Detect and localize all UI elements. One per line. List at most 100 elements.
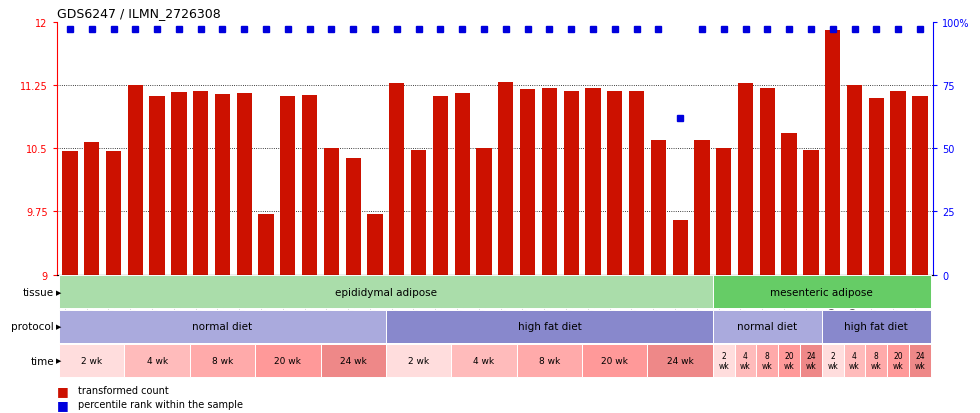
Bar bbox=[127, 86, 143, 275]
Bar bbox=[193, 92, 209, 275]
Text: percentile rank within the sample: percentile rank within the sample bbox=[78, 399, 243, 409]
Bar bbox=[781, 134, 797, 275]
Text: ■: ■ bbox=[57, 384, 69, 396]
Text: 2
wk: 2 wk bbox=[827, 351, 838, 370]
Bar bbox=[63, 152, 77, 275]
Bar bbox=[651, 140, 666, 275]
Bar bbox=[800, 344, 822, 377]
Text: 24 wk: 24 wk bbox=[666, 356, 694, 365]
Text: transformed count: transformed count bbox=[78, 385, 170, 395]
Bar bbox=[386, 310, 712, 343]
Bar bbox=[712, 344, 735, 377]
Bar bbox=[672, 221, 688, 275]
Text: time: time bbox=[30, 356, 54, 366]
Bar bbox=[498, 83, 514, 275]
Bar bbox=[868, 98, 884, 275]
Bar bbox=[825, 31, 840, 275]
Bar bbox=[822, 344, 844, 377]
Bar bbox=[608, 92, 622, 275]
Text: 4 wk: 4 wk bbox=[473, 356, 495, 365]
Bar bbox=[190, 344, 255, 377]
Text: 20 wk: 20 wk bbox=[274, 356, 301, 365]
Text: 2
wk: 2 wk bbox=[718, 351, 729, 370]
Bar bbox=[215, 95, 230, 275]
Bar bbox=[476, 149, 492, 275]
Bar bbox=[59, 276, 712, 309]
Text: normal diet: normal diet bbox=[192, 321, 253, 332]
Bar bbox=[778, 344, 800, 377]
Bar bbox=[320, 344, 386, 377]
Text: 4 wk: 4 wk bbox=[147, 356, 168, 365]
Text: epididymal adipose: epididymal adipose bbox=[335, 287, 437, 297]
Bar bbox=[822, 310, 931, 343]
Text: ▶: ▶ bbox=[56, 323, 61, 330]
Text: 2 wk: 2 wk bbox=[81, 356, 102, 365]
Text: 4
wk: 4 wk bbox=[849, 351, 859, 370]
Bar bbox=[712, 276, 931, 309]
Text: 24
wk: 24 wk bbox=[806, 351, 816, 370]
Bar bbox=[59, 344, 124, 377]
Bar bbox=[124, 344, 190, 377]
Bar bbox=[891, 92, 906, 275]
Bar bbox=[738, 84, 754, 275]
Bar bbox=[346, 159, 361, 275]
Text: 8
wk: 8 wk bbox=[871, 351, 882, 370]
Bar bbox=[694, 140, 710, 275]
Text: 20 wk: 20 wk bbox=[602, 356, 628, 365]
Bar bbox=[585, 88, 601, 275]
Bar bbox=[909, 344, 931, 377]
Text: 2 wk: 2 wk bbox=[408, 356, 429, 365]
Bar bbox=[150, 97, 165, 275]
Bar bbox=[386, 344, 452, 377]
Bar bbox=[712, 310, 822, 343]
Text: GDS6247 / ILMN_2726308: GDS6247 / ILMN_2726308 bbox=[57, 7, 220, 20]
Text: tissue: tissue bbox=[23, 287, 54, 297]
Bar bbox=[368, 214, 382, 275]
Bar bbox=[455, 94, 469, 275]
Text: normal diet: normal diet bbox=[737, 321, 798, 332]
Bar bbox=[629, 92, 644, 275]
Bar bbox=[411, 151, 426, 275]
Text: high fat diet: high fat diet bbox=[517, 321, 581, 332]
Text: 24
wk: 24 wk bbox=[914, 351, 925, 370]
Bar bbox=[865, 344, 887, 377]
Bar bbox=[280, 97, 296, 275]
Bar bbox=[760, 88, 775, 275]
Bar bbox=[582, 344, 648, 377]
Bar bbox=[302, 96, 318, 275]
Bar bbox=[887, 344, 909, 377]
Bar bbox=[452, 344, 516, 377]
Bar bbox=[520, 90, 535, 275]
Text: 4
wk: 4 wk bbox=[740, 351, 751, 370]
Text: 8
wk: 8 wk bbox=[762, 351, 772, 370]
Bar bbox=[433, 97, 448, 275]
Text: high fat diet: high fat diet bbox=[845, 321, 908, 332]
Bar bbox=[716, 149, 731, 275]
Bar bbox=[648, 344, 712, 377]
Text: protocol: protocol bbox=[11, 321, 54, 332]
Bar bbox=[847, 86, 862, 275]
Text: 20
wk: 20 wk bbox=[784, 351, 795, 370]
Bar bbox=[912, 97, 927, 275]
Bar bbox=[804, 151, 818, 275]
Bar bbox=[84, 143, 99, 275]
Bar bbox=[516, 344, 582, 377]
Text: 20
wk: 20 wk bbox=[893, 351, 904, 370]
Bar bbox=[844, 344, 865, 377]
Bar bbox=[564, 92, 579, 275]
Bar bbox=[106, 152, 122, 275]
Bar bbox=[259, 214, 273, 275]
Bar bbox=[172, 93, 186, 275]
Bar bbox=[542, 88, 557, 275]
Bar bbox=[389, 84, 405, 275]
Bar bbox=[757, 344, 778, 377]
Text: ■: ■ bbox=[57, 398, 69, 411]
Text: ▶: ▶ bbox=[56, 358, 61, 364]
Bar bbox=[735, 344, 757, 377]
Text: mesenteric adipose: mesenteric adipose bbox=[770, 287, 873, 297]
Bar bbox=[59, 310, 386, 343]
Text: 24 wk: 24 wk bbox=[340, 356, 367, 365]
Bar bbox=[323, 149, 339, 275]
Bar bbox=[255, 344, 320, 377]
Text: ▶: ▶ bbox=[56, 289, 61, 295]
